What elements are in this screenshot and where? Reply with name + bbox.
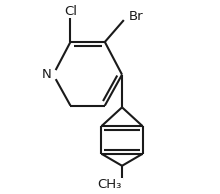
Text: Cl: Cl — [64, 4, 77, 17]
Text: CH₃: CH₃ — [98, 178, 122, 191]
Text: N: N — [42, 68, 51, 81]
Text: Br: Br — [129, 10, 143, 23]
